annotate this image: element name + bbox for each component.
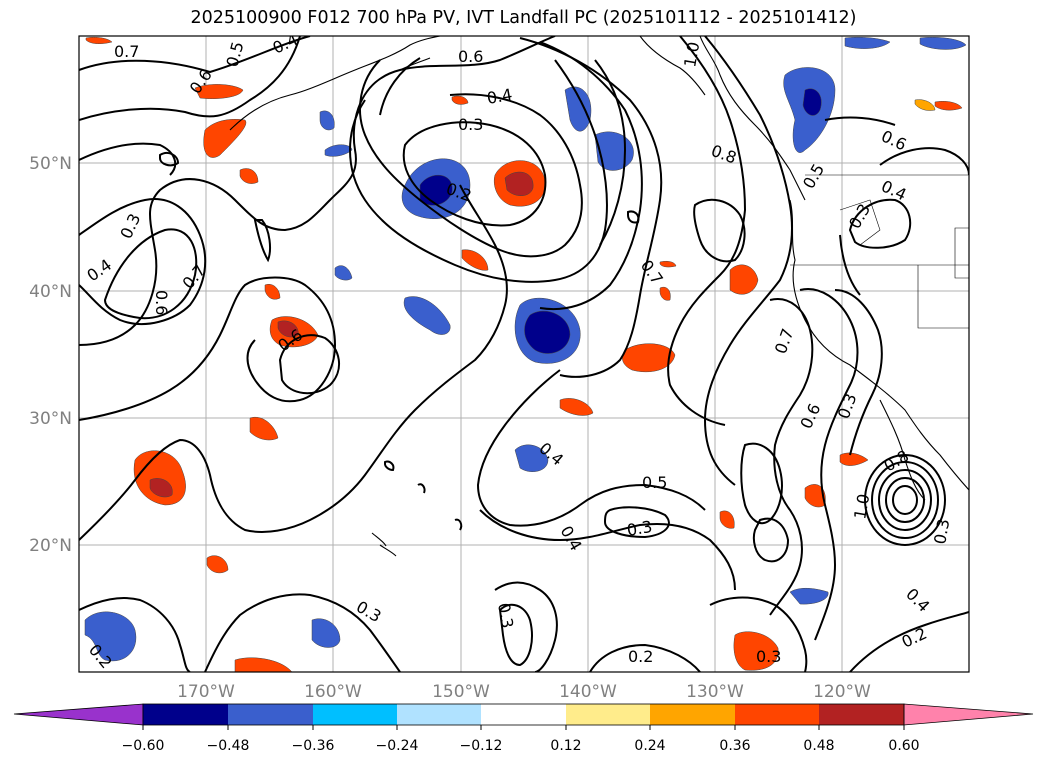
pv-blob-positive <box>206 555 229 574</box>
pv-blob-positive <box>659 286 671 301</box>
colorbar-segment <box>481 704 566 725</box>
pv-blob-negative <box>514 444 549 472</box>
colorbar-tick-label: 0.48 <box>803 738 834 754</box>
lon-label: 140°W <box>559 682 617 702</box>
contour-label: 0.3 <box>930 517 953 545</box>
pv-blob-positive <box>249 416 279 441</box>
colorbar-extend-right <box>903 703 1034 726</box>
lat-label: 20°N <box>29 536 72 556</box>
borders <box>790 174 969 329</box>
colorbar-segment <box>313 704 397 725</box>
colorbar-tick-label: −0.12 <box>460 738 503 754</box>
pv-blob-negative <box>789 588 829 605</box>
colorbar-segment <box>566 704 650 725</box>
colorbar-segment <box>650 704 735 725</box>
colorbar: −0.60 −0.48 −0.36 −0.24 −0.12 0.12 0.24 … <box>13 703 1034 754</box>
lon-label: 170°W <box>177 682 235 702</box>
contour-label: 0.7 <box>114 42 139 61</box>
pv-blob-positive <box>264 284 281 300</box>
contour-label: 0.5 <box>642 473 667 492</box>
lat-label: 30°N <box>29 409 72 429</box>
pv-blob-positive <box>451 95 469 105</box>
pv-blob-negative <box>334 265 353 281</box>
pv-blob-positive-core <box>149 478 173 498</box>
pv-blob-negative-core <box>524 310 571 354</box>
pv-blob-positive <box>719 510 735 529</box>
contour-label: 1.0 <box>680 40 703 68</box>
pv-anomalies <box>84 36 967 672</box>
contour-label: 0.2 <box>628 647 653 666</box>
colorbar-tick-label: 0.24 <box>634 738 665 754</box>
contour-label: 0.4 <box>485 85 513 108</box>
pv-blob-positive <box>559 398 594 416</box>
colorbar-frame <box>142 703 905 726</box>
colorbar-segment <box>143 704 228 725</box>
colorbar-segment <box>735 704 819 725</box>
pv-blob-negative <box>844 36 891 49</box>
lon-label: 130°W <box>686 682 744 702</box>
pv-blob-negative-core <box>802 88 822 116</box>
colorbar-ticks <box>142 725 905 730</box>
colorbar-tick-label: −0.60 <box>122 738 165 754</box>
pv-blob-positive-core <box>277 320 299 338</box>
colorbar-segment <box>228 704 313 725</box>
contour-label: 0.6 <box>152 290 171 315</box>
contour-label: 0.3 <box>625 517 653 540</box>
pv-blob-positive <box>239 168 259 184</box>
ivt-contours <box>79 36 969 672</box>
pv-blob-negative <box>84 611 137 662</box>
lat-label: 50°N <box>29 154 72 174</box>
contour-label: 0.6 <box>458 47 483 66</box>
map-area: 0.7 0.5 0.4 0.6 0.6 1.0 0.4 0.3 0.2 0.8 … <box>79 36 969 672</box>
pv-blob-positive <box>622 343 676 373</box>
colorbar-tick-label: −0.48 <box>207 738 250 754</box>
pv-blob-positive-core <box>504 171 534 196</box>
colorbar-tick-label: 0.12 <box>550 738 581 754</box>
contour-label: 0.3 <box>756 647 781 666</box>
contour-label: 1.0 <box>850 492 873 520</box>
longitude-labels: 170°W 160°W 150°W 140°W 130°W 120°W <box>177 682 871 702</box>
pv-blob-positive <box>733 631 779 671</box>
coastlines <box>229 36 969 557</box>
colorbar-segment <box>397 704 481 725</box>
pv-blob-negative <box>311 618 341 648</box>
colorbar-extend-left <box>13 703 144 726</box>
colorbar-tick-label: 0.36 <box>719 738 750 754</box>
pv-blob-positive <box>729 264 759 295</box>
pv-blob-negative <box>919 37 967 50</box>
pv-blob-positive <box>203 119 247 158</box>
map-title: 2025100900 F012 700 hPa PV, IVT Landfall… <box>190 8 857 28</box>
colorbar-tick-label: −0.24 <box>376 738 419 754</box>
latitude-labels: 50°N 40°N 30°N 20°N <box>29 154 72 556</box>
pv-blob-positive <box>194 84 244 99</box>
pv-blob-positive <box>85 36 113 44</box>
contour-label: 0.3 <box>494 601 517 629</box>
colorbar-tick-label: 0.60 <box>888 738 919 754</box>
pv-blob-positive <box>659 260 677 268</box>
contour-label: 0.3 <box>458 115 483 134</box>
lat-label: 40°N <box>29 282 72 302</box>
pv-blob-negative <box>324 144 353 157</box>
pv-blob-negative <box>319 110 335 131</box>
colorbar-tick-label: −0.36 <box>292 738 335 754</box>
colorbar-segment <box>819 704 904 725</box>
pv-blob-positive <box>461 249 489 271</box>
pv-blob-positive <box>914 99 936 111</box>
map-frame <box>78 35 970 673</box>
pv-blob-negative <box>403 296 451 335</box>
lon-label: 150°W <box>432 682 490 702</box>
pv-blob-positive <box>934 101 963 111</box>
lon-label: 120°W <box>813 682 871 702</box>
lon-label: 160°W <box>304 682 362 702</box>
